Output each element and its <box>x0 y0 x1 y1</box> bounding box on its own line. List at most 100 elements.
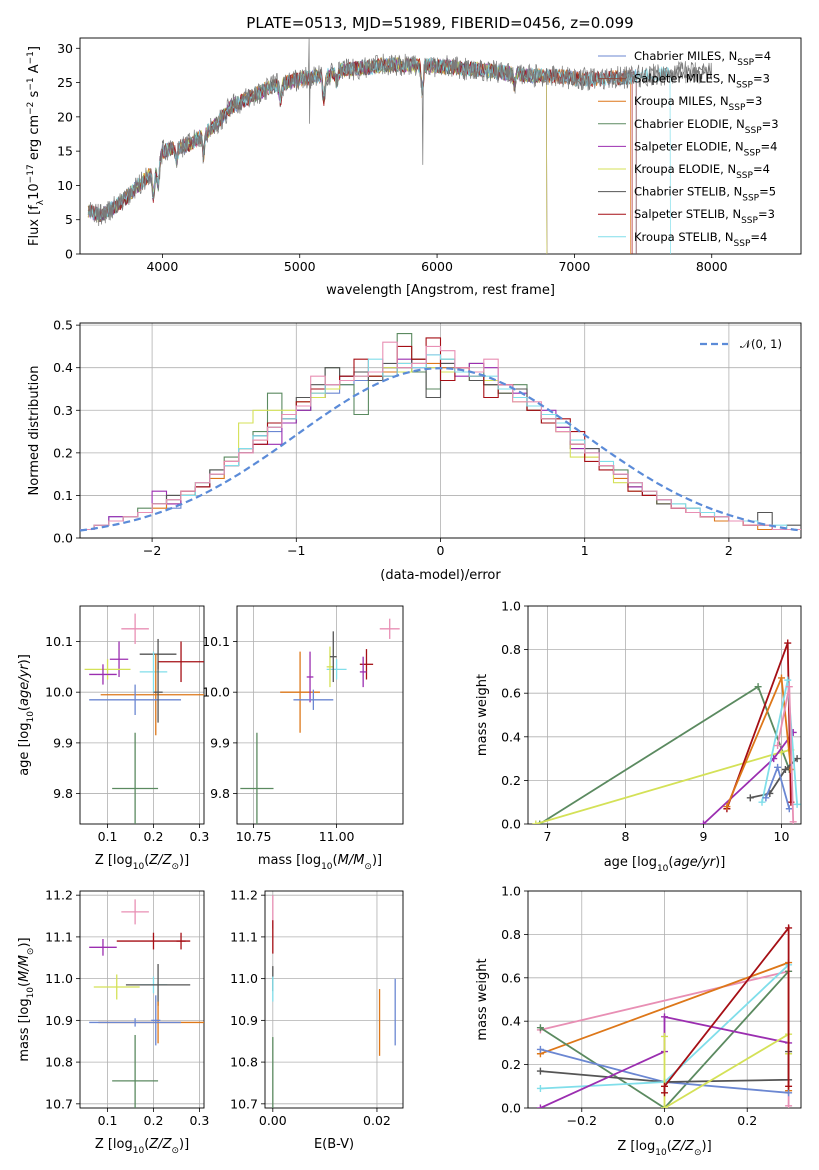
y-tick-label: 11.0 <box>45 971 73 986</box>
y-tick-label: 0.0 <box>53 531 73 546</box>
x-tick-label: 2 <box>725 543 733 558</box>
observed-spectrum <box>87 38 713 227</box>
errorbar-point <box>89 684 182 715</box>
weight-marker <box>785 683 793 691</box>
errorbars <box>272 895 396 1108</box>
x-tick-label: 6000 <box>421 259 453 274</box>
weight-marker <box>661 1032 668 1040</box>
weight-marker <box>532 820 540 824</box>
legend-label: Kroupa ELODIE, NSSP=4 <box>634 162 770 181</box>
y-tick-label: 10.0 <box>45 685 73 700</box>
weight-marker <box>785 1082 793 1090</box>
y-tick-label: 0.2 <box>501 773 521 788</box>
errorbar-point <box>158 641 204 683</box>
weight-marker <box>774 763 782 771</box>
x-tick-label: 0.02 <box>363 1113 391 1128</box>
errorbar-point <box>112 732 159 824</box>
x-tick-label: −0.2 <box>567 1113 597 1128</box>
errorbar-point <box>109 641 129 677</box>
y-tick-label: 9.8 <box>210 786 230 801</box>
y-tick-label: 15 <box>57 144 73 159</box>
legend-label: Salpeter STELIB, NSSP=3 <box>634 207 775 226</box>
y-tick-label: 1.0 <box>501 884 521 899</box>
y-tick-label: 0.2 <box>501 1057 521 1072</box>
errorbars <box>240 618 400 824</box>
age-vs-mass-panel: 10.75 11.00 9.8 9.9 10.0 10.1 mass [log10(M/M⊙… <box>202 605 404 872</box>
errorbar-point <box>84 659 131 680</box>
errorbar-point <box>89 1018 182 1027</box>
weight-series <box>539 970 790 1108</box>
errorbars <box>84 613 204 824</box>
x-tick-label: 0.0 <box>655 1113 675 1128</box>
x-axis-label: wavelength [Angstrom, rest frame] <box>326 283 555 298</box>
weight-marker <box>661 1013 668 1021</box>
x-axis-label: Z [log10(Z/Z⊙)] <box>617 1139 711 1158</box>
x-tick-label: 11.00 <box>319 829 355 844</box>
y-tick-label: 11.1 <box>45 929 73 944</box>
histograms <box>80 333 801 532</box>
errorbar-point <box>93 974 140 1000</box>
weight-vs-Z-panel: −0.2 0.0 0.2 0.0 0.2 0.4 0.6 0.8 1.0 Z [log10(Z/Z… <box>475 884 802 1158</box>
residuals-panel: −2 −1 0 1 2 0.0 0.1 0.2 0.3 0.4 0.5 𝒩(0, 1) (data-mo… <box>27 318 802 583</box>
x-axis-label: E(B-V) <box>314 1137 354 1152</box>
y-tick-label: 9.9 <box>53 735 73 750</box>
weight-marker <box>785 805 793 813</box>
x-tick-label: 0.2 <box>144 829 164 844</box>
x-axis-label: Z [log10(Z/Z⊙)] <box>95 853 189 872</box>
y-tick-label: 5 <box>65 212 73 227</box>
errorbar-point <box>176 932 186 950</box>
x-tick-label: 0.2 <box>737 1113 757 1128</box>
x-tick-label: 0.2 <box>144 1113 164 1128</box>
errorbar-point <box>151 995 161 1046</box>
x-tick-label: 10 <box>774 829 790 844</box>
y-tick-label: 0.1 <box>53 488 73 503</box>
y-tick-label: 10.0 <box>202 685 230 700</box>
y-tick-label: 30 <box>57 41 73 56</box>
spectrum-legend: Chabrier MILES, NSSP=4 Salpeter MILES, NS… <box>598 49 779 249</box>
y-tick-label: 9.8 <box>53 786 73 801</box>
weight-marker <box>661 1082 668 1090</box>
errorbar-point <box>100 654 204 736</box>
axes-frame <box>236 605 404 825</box>
x-axis-label: Z [log10(Z/Z⊙)] <box>95 1137 189 1156</box>
y-tick-label: 10.1 <box>45 634 73 649</box>
weight-marker <box>785 1089 793 1097</box>
y-tick-label: 10.1 <box>202 634 230 649</box>
axes-frame <box>79 890 205 1109</box>
axes-frame <box>79 37 802 255</box>
errorbar-point <box>240 732 274 824</box>
weight-marker <box>781 766 789 773</box>
legend-label: Chabrier MILES, NSSP=4 <box>634 49 771 68</box>
x-tick-label: 0.3 <box>189 829 209 844</box>
weight-marker <box>536 820 544 824</box>
weight-marker <box>536 1024 544 1032</box>
weight-marker <box>536 1084 544 1092</box>
y-tick-label: 10.8 <box>230 1055 258 1070</box>
weight-marker <box>723 803 731 811</box>
x-tick-label: 9 <box>700 829 708 844</box>
y-tick-label: 0.0 <box>501 817 521 832</box>
spectrum-panel: 4000 5000 6000 7000 8000 0 5 10 15 20 25 30 waveleng… <box>26 37 802 298</box>
y-tick-label: 10.7 <box>230 1096 258 1111</box>
y-tick-label: 0.2 <box>53 445 73 460</box>
errorbar-point <box>379 618 400 639</box>
mass-vs-Z-panel: 0.1 0.2 0.3 10.7 10.8 10.9 11.0 11.1 11.2 Z [log1… <box>17 888 209 1156</box>
y-tick-label: 11.2 <box>45 888 73 903</box>
y-tick-label: 11.2 <box>230 888 258 903</box>
y-tick-label: 0.6 <box>501 686 521 701</box>
x-tick-label: −1 <box>287 543 305 558</box>
weight-marker <box>789 818 797 824</box>
weight-marker <box>785 1102 793 1108</box>
axes-frame <box>527 605 802 825</box>
errorbar-point <box>293 689 334 710</box>
y-tick-label: 1.0 <box>501 599 521 614</box>
weight-marker <box>536 1045 544 1053</box>
x-tick-label: 7000 <box>558 259 590 274</box>
y-tick-label: 11.1 <box>230 929 258 944</box>
y-tick-label: 10.9 <box>45 1013 73 1028</box>
legend-label: 𝒩(0, 1) <box>740 337 782 351</box>
x-tick-label: −2 <box>143 543 161 558</box>
mass-vs-EBV-panel: 0.00 0.02 10.7 10.8 10.9 11.0 11.1 11.2 E(B-V) <box>230 888 404 1152</box>
weight-marker <box>661 1104 668 1108</box>
